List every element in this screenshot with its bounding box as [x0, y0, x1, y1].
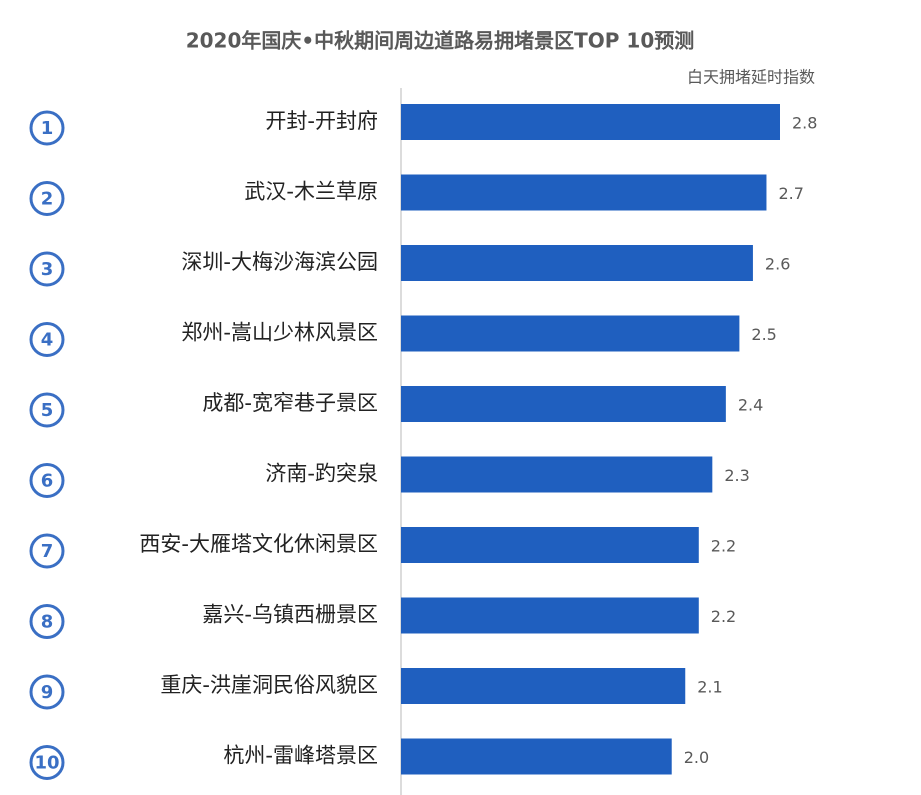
- category-label: 武汉-木兰草原: [244, 180, 378, 204]
- value-label: 2.0: [684, 748, 709, 767]
- bar: [401, 738, 672, 775]
- category-label: 重庆-洪崖洞民俗风貌区: [160, 673, 378, 697]
- rank-badge: [29, 604, 65, 639]
- category-label: 嘉兴-乌镇西栅景区: [202, 603, 378, 627]
- rank-number: 5: [41, 400, 54, 421]
- value-label: 2.2: [711, 537, 736, 556]
- rank-badge: [29, 322, 65, 357]
- category-label: 开封-开封府: [265, 109, 378, 133]
- bar: [401, 315, 740, 352]
- bar: [401, 527, 699, 563]
- rank-badge: [29, 674, 65, 710]
- bar: [401, 245, 753, 281]
- rank-number: 7: [41, 541, 54, 562]
- rank-number: 2: [41, 189, 54, 210]
- rank-number: 3: [41, 259, 54, 280]
- value-label: 2.5: [751, 325, 776, 344]
- value-label: 2.1: [697, 678, 722, 697]
- rank-number: 4: [41, 330, 54, 351]
- category-label: 西安-大雁塔文化休闲景区: [139, 532, 378, 556]
- rank-badge: [29, 533, 65, 569]
- value-label: 2.2: [711, 607, 736, 626]
- bar: [401, 174, 767, 211]
- bar: [401, 104, 780, 140]
- rank-badge: [29, 181, 65, 216]
- rank-number: 10: [34, 753, 59, 774]
- rank-badge: [29, 110, 65, 146]
- rank-badge: [29, 392, 65, 428]
- bar: [401, 386, 726, 422]
- category-label: 成都-宽窄巷子景区: [202, 391, 378, 415]
- rank-number: 6: [41, 471, 54, 492]
- rank-number: 9: [41, 682, 54, 703]
- bar: [401, 597, 699, 634]
- rank-number: 8: [41, 612, 54, 633]
- rank-badge: [29, 745, 65, 780]
- value-label: 2.6: [765, 255, 790, 274]
- rank-badge: [29, 251, 65, 287]
- value-label: 2.4: [738, 396, 763, 415]
- value-label: 2.8: [792, 114, 817, 133]
- bar: [401, 668, 686, 704]
- category-label: 杭州-雷峰塔景区: [223, 744, 378, 768]
- category-label: 济南-趵突泉: [265, 462, 378, 486]
- rank-badge: [29, 463, 65, 498]
- axis-label: 白天拥堵延时指数: [687, 68, 815, 87]
- chart-title: 2020年国庆•中秋期间周边道路易拥堵景区TOP 10预测: [186, 29, 695, 53]
- value-label: 2.7: [778, 184, 803, 203]
- category-label: 深圳-大梅沙海滨公园: [181, 250, 378, 274]
- category-label: 郑州-嵩山少林风景区: [181, 321, 378, 345]
- rank-number: 1: [41, 118, 54, 139]
- value-label: 2.3: [724, 466, 749, 485]
- bar: [401, 456, 713, 493]
